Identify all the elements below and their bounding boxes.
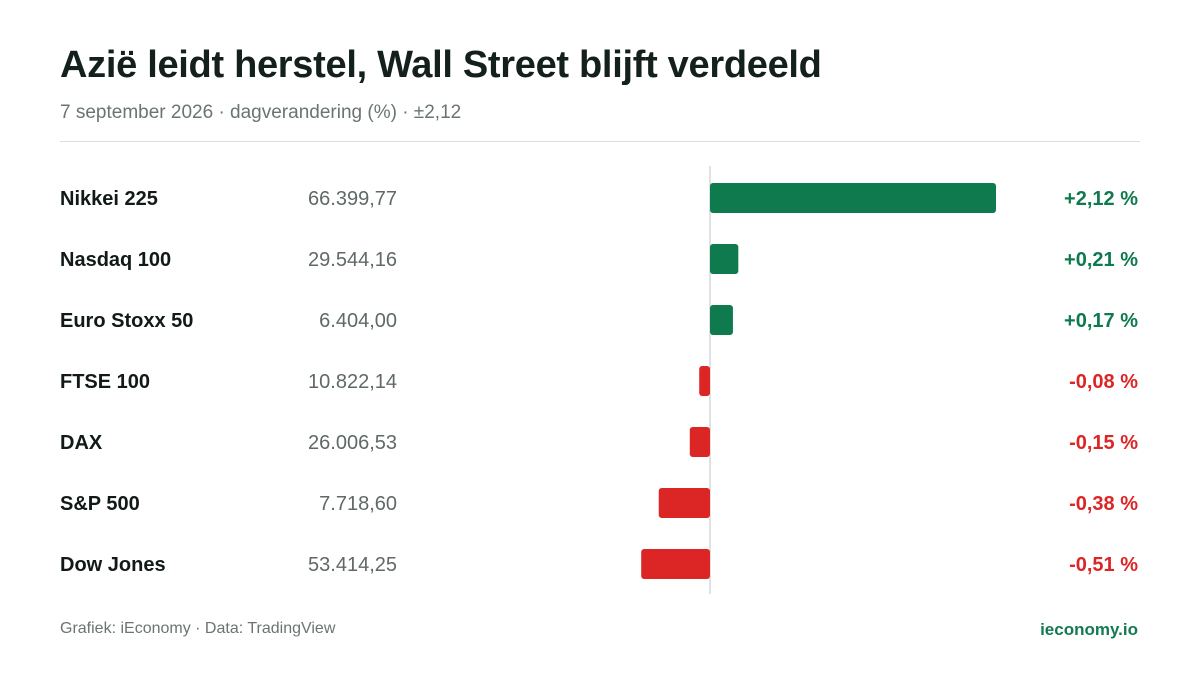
category-label: DAX	[60, 432, 103, 454]
value-label: -0,51 %	[1069, 554, 1138, 576]
index-level: 10.822,14	[308, 371, 397, 393]
bar	[710, 305, 733, 335]
value-label: +0,21 %	[1064, 249, 1138, 271]
bar	[658, 488, 710, 518]
value-label: -0,38 %	[1069, 493, 1138, 515]
category-label: Nasdaq 100	[60, 249, 171, 271]
index-level: 7.718,60	[319, 493, 397, 515]
bar	[699, 366, 710, 396]
category-label: FTSE 100	[60, 371, 150, 393]
footer-source: Grafiek: iEconomy · Data: TradingView	[60, 620, 336, 637]
category-label: Nikkei 225	[60, 188, 158, 210]
index-level: 29.544,16	[308, 249, 397, 271]
category-label: Euro Stoxx 50	[60, 310, 193, 332]
index-level: 6.404,00	[319, 310, 397, 332]
bar	[689, 427, 710, 457]
category-label: S&P 500	[60, 493, 140, 515]
value-label: -0,15 %	[1069, 432, 1138, 454]
bar	[710, 183, 996, 213]
value-label: +2,12 %	[1064, 188, 1138, 210]
chart-title: Azië leidt herstel, Wall Street blijft v…	[60, 44, 822, 86]
index-level: 26.006,53	[308, 432, 397, 454]
footer-brand-link[interactable]: ieconomy.io	[1040, 620, 1138, 639]
chart-subtitle: 7 september 2026 · dagverandering (%) · …	[60, 102, 462, 123]
value-label: +0,17 %	[1064, 310, 1138, 332]
category-label: Dow Jones	[60, 554, 166, 576]
bar	[710, 244, 739, 274]
value-label: -0,08 %	[1069, 371, 1138, 393]
header-divider	[60, 141, 1140, 142]
index-level: 66.399,77	[308, 188, 397, 210]
index-level: 53.414,25	[308, 554, 397, 576]
bar	[641, 549, 710, 579]
